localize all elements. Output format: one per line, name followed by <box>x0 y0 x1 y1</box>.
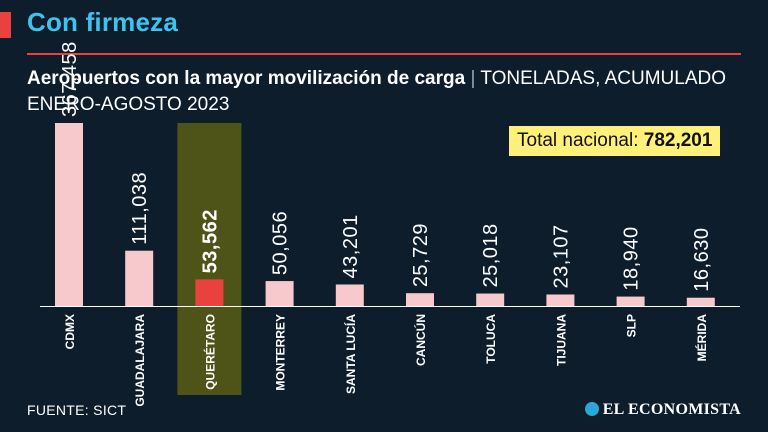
value-label: 367,458 <box>59 41 81 117</box>
value-label: 43,201 <box>340 214 362 278</box>
category-label: CDMX <box>63 314 77 349</box>
category-label: CANCÚN <box>413 314 428 366</box>
value-label: 111,038 <box>129 172 151 245</box>
bar-4 <box>335 284 364 306</box>
bar-6 <box>476 293 505 306</box>
category-label: TOLUCA <box>484 314 498 364</box>
chart-subtitle: Aeropuertos con la mayor movilización de… <box>27 66 747 118</box>
category-label: SANTA LUCÍA <box>343 314 358 394</box>
bar-7 <box>546 294 575 306</box>
category-label: SLP <box>625 314 639 337</box>
divider-rule <box>27 53 741 55</box>
bar-3 <box>265 281 294 306</box>
value-label: 50,056 <box>270 211 292 275</box>
brand-name: EL ECONOMISTA <box>602 401 741 418</box>
category-label: MONTERREY <box>274 314 288 391</box>
subtitle-separator: | <box>470 68 476 89</box>
bar-2 <box>195 279 224 306</box>
category-label: MÉRIDA <box>694 314 709 362</box>
bar-9 <box>686 297 715 306</box>
category-label: TIJUANA <box>554 314 568 366</box>
value-label: 25,018 <box>480 223 502 287</box>
value-label: 53,562 <box>199 209 221 273</box>
brand-logo: EL ECONOMISTA <box>584 401 741 419</box>
bar-0 <box>55 123 83 306</box>
value-label: 18,940 <box>621 226 643 290</box>
chart-title: Aeropuertos con la mayor movilización de… <box>27 68 466 89</box>
headline: Con firmeza <box>27 7 179 37</box>
value-label: 25,729 <box>410 223 432 287</box>
category-label: GUADALAJARA <box>133 314 147 407</box>
total-label: Total nacional: <box>517 130 639 151</box>
highlight-background <box>177 123 242 395</box>
total-value: 782,201 <box>643 130 713 151</box>
accent-bar <box>0 12 11 38</box>
bar-8 <box>616 296 645 306</box>
bar-1 <box>125 250 154 306</box>
total-badge: Total nacional: 782,201 <box>509 126 721 156</box>
value-label: 16,630 <box>691 228 713 292</box>
source-note: FUENTE: SICT <box>27 402 127 418</box>
category-label: QUERÉTARO <box>202 314 217 390</box>
brand-icon <box>584 402 599 416</box>
value-label: 23,107 <box>550 224 572 288</box>
chart-units: TONELADAS, ACUMULADO ENERO-AGOSTO 2023 <box>27 68 726 115</box>
bar-5 <box>406 293 434 306</box>
